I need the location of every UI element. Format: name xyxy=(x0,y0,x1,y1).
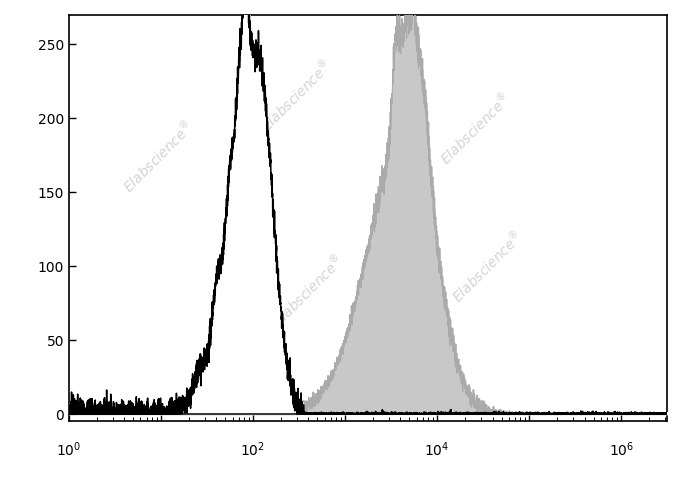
Text: Elabscience$\mathregular{^®}$: Elabscience$\mathregular{^®}$ xyxy=(437,89,515,168)
Text: $10^2$: $10^2$ xyxy=(241,441,266,459)
Text: $10^4$: $10^4$ xyxy=(424,441,450,459)
Text: Elabscience$\mathregular{^®}$: Elabscience$\mathregular{^®}$ xyxy=(119,118,198,196)
Text: Elabscience$\mathregular{^®}$: Elabscience$\mathregular{^®}$ xyxy=(449,227,527,306)
Text: $10^0$: $10^0$ xyxy=(56,441,81,459)
Text: Elabscience$\mathregular{^®}$: Elabscience$\mathregular{^®}$ xyxy=(257,57,336,135)
Text: Elabscience$\mathregular{^®}$: Elabscience$\mathregular{^®}$ xyxy=(269,252,347,331)
Text: $10^6$: $10^6$ xyxy=(609,441,634,459)
